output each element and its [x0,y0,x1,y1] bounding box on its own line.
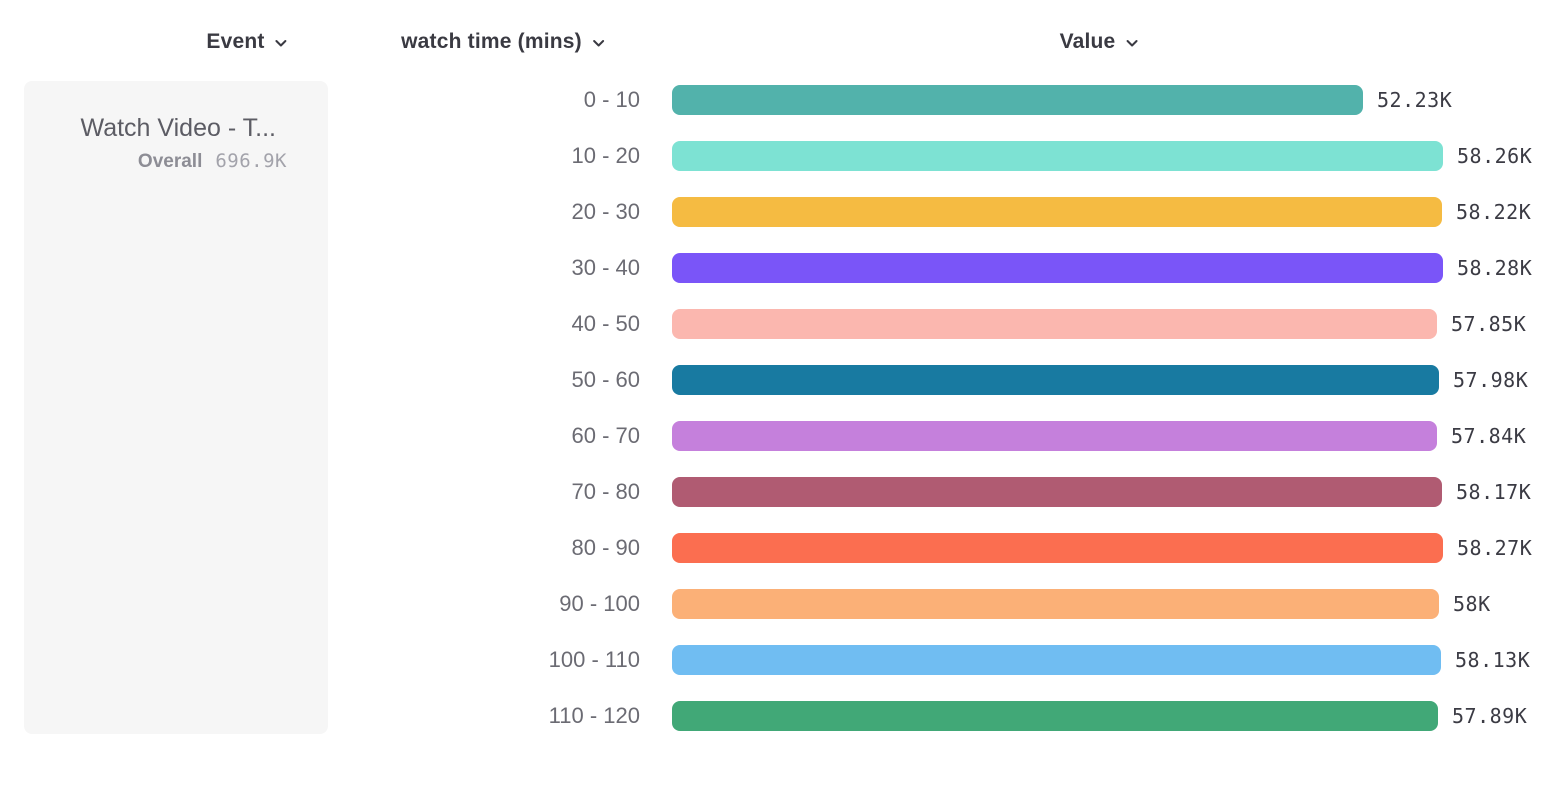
bar-segment[interactable] [672,365,1439,395]
bar-segment[interactable] [672,589,1439,619]
category-label: 10 - 20 [571,143,641,168]
column-header-label: Value [1059,30,1116,53]
bar-area: 58.27K [672,533,1532,563]
chevron-down-icon [275,40,287,47]
category-label: 20 - 30 [571,199,641,224]
bar-value-label: 58.28K [1457,256,1533,280]
chart-rows: 0 - 10 52.23K 10 - 20 58.26K 20 - 30 58.22K 30… [0,72,1568,744]
chart-row: 10 - 20 58.26K [0,128,1568,184]
category-label: 110 - 120 [548,703,640,728]
category-label: 100 - 110 [548,647,640,672]
event-title: Watch Video - T... [80,114,276,142]
category-label: 80 - 90 [571,535,641,560]
bar-segment[interactable] [672,701,1438,731]
category-label: 50 - 60 [571,367,641,392]
bar-value-label: 58.13K [1455,648,1531,672]
event-card-content: Watch Video - T... Overall 696.9K [24,81,328,173]
bar-segment[interactable] [672,477,1442,507]
bar-area: 58.22K [672,197,1531,227]
chart-row: 80 - 90 58.27K [0,520,1568,576]
bar-segment[interactable] [672,197,1442,227]
chart-row: 110 - 120 57.89K [0,688,1568,744]
column-header-event[interactable]: Event [206,28,287,56]
bar-value-label: 57.84K [1451,424,1527,448]
chart-row: 40 - 50 57.85K [0,296,1568,352]
bar-area: 57.84K [672,421,1526,451]
bar-area: 57.89K [672,701,1527,731]
bar-segment[interactable] [672,421,1437,451]
chart-row: 50 - 60 57.98K [0,352,1568,408]
column-header-value[interactable]: Value [1060,28,1139,56]
category-label: 60 - 70 [571,423,641,448]
bar-value-label: 58.17K [1456,480,1532,504]
bar-value-label: 57.85K [1451,312,1527,336]
overall-label: Overall [137,151,203,172]
column-header-label: watch time (mins) [401,30,582,53]
chart-row: 60 - 70 57.84K [0,408,1568,464]
bar-area: 58.26K [672,141,1532,171]
overall-value: 696.9K [215,150,287,172]
bar-area: 58.13K [672,645,1530,675]
bar-area: 57.85K [672,309,1526,339]
event-overall-row: Overall 696.9K [24,150,287,173]
bar-value-label: 57.98K [1453,368,1529,392]
event-card[interactable]: Watch Video - T... Overall 696.9K [24,81,328,734]
bar-segment[interactable] [672,645,1441,675]
category-label: 90 - 100 [559,591,640,616]
chart-row: 20 - 30 58.22K [0,184,1568,240]
chart-row: 90 - 100 58K [0,576,1568,632]
category-label: 40 - 50 [571,311,641,336]
chart-row: 100 - 110 58.13K [0,632,1568,688]
bar-area: 57.98K [672,365,1528,395]
chevron-down-icon [1126,40,1138,47]
column-header-breakdown[interactable]: watch time (mins) [401,28,605,56]
bar-value-label: 58K [1453,592,1491,616]
category-label: 30 - 40 [571,255,641,280]
bar-area: 52.23K [672,85,1452,115]
chevron-down-icon [592,40,604,47]
bar-area: 58.17K [672,477,1531,507]
bar-area: 58K [672,589,1491,619]
bar-value-label: 57.89K [1452,704,1528,728]
chart-row: 0 - 10 52.23K [0,72,1568,128]
bar-value-label: 52.23K [1377,88,1453,112]
bar-value-label: 58.22K [1456,200,1532,224]
category-label: 0 - 10 [583,87,640,112]
chart-row: 30 - 40 58.28K [0,240,1568,296]
bar-segment[interactable] [672,533,1443,563]
bar-segment[interactable] [672,141,1443,171]
bar-segment[interactable] [672,309,1437,339]
bar-area: 58.28K [672,253,1532,283]
category-label: 70 - 80 [571,479,641,504]
bar-value-label: 58.27K [1457,536,1533,560]
bar-segment[interactable] [672,85,1363,115]
bar-value-label: 58.26K [1457,144,1533,168]
column-header-label: Event [206,30,265,53]
chart-row: 70 - 80 58.17K [0,464,1568,520]
bar-segment[interactable] [672,253,1443,283]
